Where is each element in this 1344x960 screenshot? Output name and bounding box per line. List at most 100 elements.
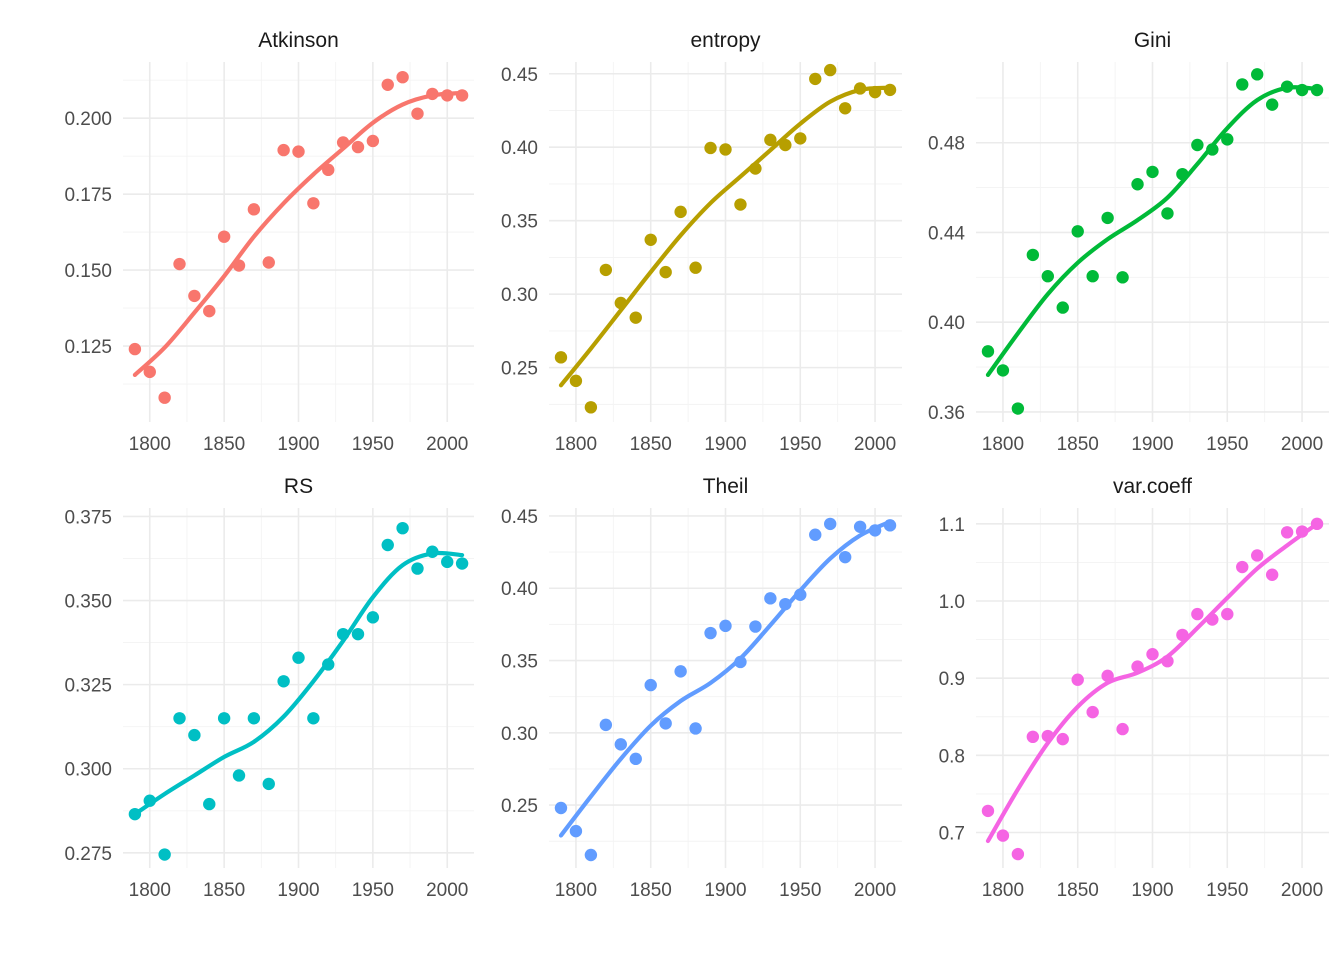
- y-tick-label: 0.40: [501, 579, 538, 600]
- data-point: [203, 304, 216, 318]
- x-tick-label: 1900: [704, 880, 746, 901]
- x-tick-label: 1850: [630, 880, 672, 901]
- data-point: [809, 72, 822, 86]
- x-tick-label: 1950: [779, 434, 821, 455]
- data-point: [554, 801, 568, 815]
- data-point: [1251, 549, 1264, 562]
- y-tick-label: 0.200: [64, 109, 112, 130]
- data-point: [351, 627, 365, 641]
- data-point: [143, 794, 156, 807]
- x-tick-label: 1850: [1057, 434, 1099, 455]
- data-point: [173, 257, 186, 271]
- panel-5: 1800 1850 1900 1950 2000 0.7 0.8 0.9 1.0 1.1 var.c…: [939, 475, 1329, 901]
- data-point: [426, 545, 439, 558]
- x-tick-label: 1850: [630, 434, 672, 455]
- y-tick-label: 0.325: [64, 676, 112, 697]
- data-point: [128, 342, 142, 356]
- data-point: [217, 230, 231, 243]
- y-tick-label: 0.44: [928, 223, 965, 244]
- data-point: [1265, 98, 1279, 111]
- data-point: [1056, 301, 1069, 314]
- panel-1: 1800 1850 1900 1950 2000 0.25 0.30 0.35 0.40 0.45…: [501, 29, 902, 455]
- x-tick-label: 1850: [203, 434, 245, 455]
- data-point: [659, 265, 672, 279]
- data-point: [644, 678, 657, 692]
- data-point: [1191, 138, 1204, 152]
- x-tick-label: 2000: [1281, 434, 1323, 455]
- data-point: [853, 520, 867, 533]
- data-point: [351, 140, 365, 154]
- data-point: [366, 134, 380, 148]
- data-point: [868, 85, 882, 99]
- data-point: [674, 665, 687, 678]
- data-point: [599, 718, 613, 732]
- data-point: [1131, 660, 1144, 673]
- data-point: [188, 289, 201, 303]
- data-point: [292, 145, 305, 158]
- data-point: [396, 521, 409, 535]
- data-point: [1161, 654, 1174, 668]
- x-tick-label: 1800: [982, 434, 1024, 455]
- y-tick-label: 0.125: [64, 337, 112, 358]
- data-point: [644, 233, 657, 246]
- y-tick-label: 0.36: [928, 403, 965, 424]
- data-point: [441, 555, 454, 569]
- data-point: [1101, 211, 1114, 225]
- data-point: [704, 141, 717, 155]
- data-point: [883, 83, 897, 97]
- data-point: [1116, 271, 1129, 284]
- trend-line: [985, 85, 1320, 377]
- data-point: [599, 263, 613, 277]
- data-point: [1295, 83, 1309, 97]
- data-point: [322, 658, 335, 671]
- data-point: [336, 136, 350, 149]
- x-tick-label: 2000: [854, 434, 896, 455]
- data-point: [1011, 402, 1025, 415]
- x-tick-label: 1800: [129, 434, 171, 455]
- y-tick-label: 0.275: [64, 844, 112, 865]
- data-point: [232, 259, 246, 272]
- data-point: [764, 592, 777, 605]
- y-tick-label: 0.40: [501, 138, 538, 159]
- data-point: [1056, 732, 1069, 746]
- y-tick-label: 0.25: [501, 359, 538, 380]
- data-point: [996, 364, 1010, 377]
- data-point: [426, 87, 439, 101]
- x-tick-label: 1950: [352, 880, 394, 901]
- y-tick-label: 0.45: [501, 65, 538, 86]
- data-point: [883, 519, 897, 532]
- data-point: [584, 848, 598, 862]
- data-point: [1191, 607, 1204, 621]
- data-point: [1206, 143, 1219, 156]
- x-tick-label: 2000: [426, 434, 468, 455]
- data-point: [824, 517, 837, 531]
- data-point: [396, 70, 409, 84]
- y-tick-label: 0.150: [64, 261, 112, 282]
- data-point: [1041, 270, 1054, 283]
- data-point: [554, 351, 568, 364]
- x-tick-label: 1800: [982, 880, 1024, 901]
- y-tick-label: 0.7: [939, 824, 965, 845]
- data-point: [734, 655, 747, 669]
- y-tick-label: 0.40: [928, 313, 965, 334]
- y-tick-label: 0.35: [501, 652, 538, 673]
- data-point: [749, 162, 762, 175]
- data-point: [411, 107, 424, 120]
- data-point: [1041, 729, 1054, 743]
- x-tick-label: 1900: [1131, 434, 1173, 455]
- data-point: [794, 588, 807, 601]
- data-point: [411, 562, 424, 575]
- data-point: [455, 557, 469, 570]
- data-point: [981, 804, 995, 818]
- y-tick-label: 1.0: [939, 592, 965, 613]
- data-point: [1146, 165, 1159, 179]
- x-tick-label: 1900: [704, 434, 746, 455]
- x-tick-label: 1950: [1206, 880, 1248, 901]
- data-point: [1176, 628, 1189, 642]
- data-point: [455, 89, 469, 102]
- panel-4: 1800 1850 1900 1950 2000 0.25 0.30 0.35 0.40 0.45…: [501, 475, 902, 901]
- data-point: [381, 78, 394, 91]
- x-tick-label: 1850: [1057, 880, 1099, 901]
- data-point: [336, 627, 350, 641]
